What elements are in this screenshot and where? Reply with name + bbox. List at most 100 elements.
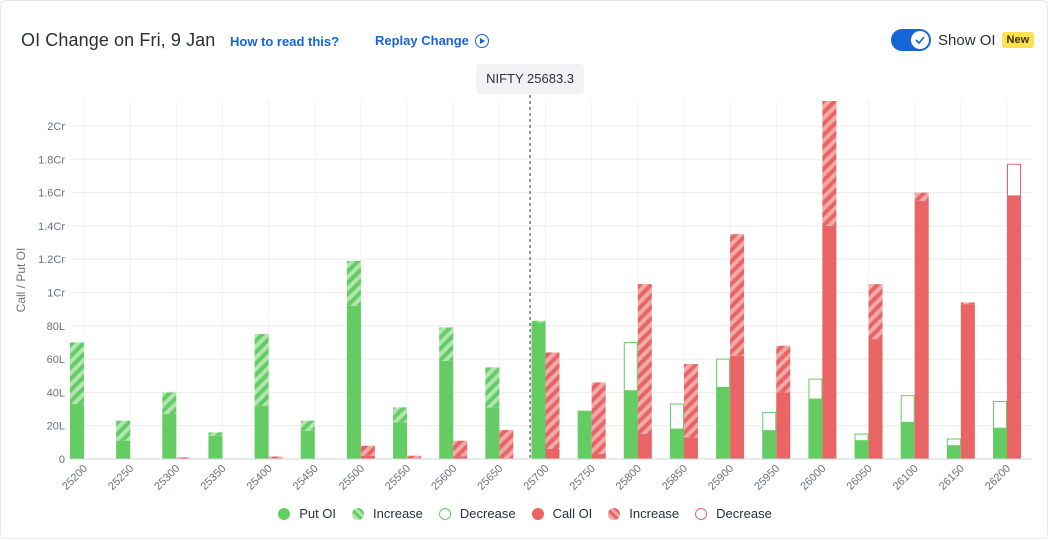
x-tick-label: 25250 — [106, 463, 136, 493]
y-tick-label: 1.8Cr — [38, 154, 65, 166]
legend-item[interactable]: Increase — [352, 506, 423, 521]
call-oi-bar — [776, 392, 791, 459]
put-increase-bar — [346, 260, 361, 306]
show-oi-control: Show OI New — [891, 29, 1035, 51]
put-oi-bar — [716, 387, 731, 459]
put-increase-bar — [531, 320, 546, 323]
call-increase-bar — [360, 445, 375, 456]
y-tick-label: 1.4Cr — [38, 221, 65, 233]
show-oi-toggle[interactable] — [891, 29, 931, 51]
put-decrease-bar — [854, 433, 869, 442]
x-tick-label: 25750 — [568, 463, 598, 493]
put-oi-bar — [346, 305, 361, 459]
put-oi-bar — [808, 399, 823, 459]
put-oi-bar — [254, 405, 269, 459]
call-oi-bar — [545, 449, 560, 459]
call-oi-bar — [960, 304, 975, 459]
legend-item[interactable]: Call OI — [531, 506, 592, 521]
call-oi-bar — [1007, 195, 1021, 459]
call-decrease-bar — [1007, 163, 1021, 197]
call-oi-bar — [730, 355, 745, 459]
oi-change-chart: 0 20L 40L 60L 80L 1Cr 1.2Cr 1.4Cr 1.6Cr 1.8Cr 2Cr C… — [14, 64, 1031, 493]
x-tick-label: 25450 — [291, 463, 321, 493]
legend-label: Increase — [629, 506, 680, 521]
new-badge: New — [1001, 32, 1035, 48]
legend-label: Decrease — [716, 506, 772, 521]
call-increase-bar — [637, 284, 652, 435]
put-decrease-bar — [946, 438, 961, 447]
put-increase-bar — [162, 392, 177, 415]
legend-item[interactable]: Increase — [608, 506, 679, 521]
call-oi-bar — [360, 455, 375, 459]
x-tick-label: 25200 — [60, 463, 90, 493]
y-tick-label: 20L — [47, 421, 65, 433]
x-tick-label: 25500 — [337, 463, 367, 493]
call-oi-bar — [683, 437, 698, 459]
y-tick-label: 0 — [59, 454, 65, 466]
put-oi-bar — [70, 404, 84, 459]
put-oi-bar — [531, 322, 546, 459]
call-increase-bar — [822, 101, 837, 226]
x-tick-label: 25900 — [706, 463, 736, 493]
check-icon — [911, 31, 929, 49]
x-tick-label: 25700 — [522, 463, 552, 493]
legend-item[interactable]: Put OI — [278, 506, 336, 521]
call-increase-bar — [776, 345, 791, 393]
call-increase-bar — [268, 456, 283, 459]
put-oi-bar — [762, 430, 777, 459]
x-tick-label: 25350 — [198, 463, 228, 493]
x-tick-label: 25650 — [475, 463, 505, 493]
call-increase-bar — [407, 455, 422, 459]
call-increase-bar — [960, 302, 975, 305]
x-tick-label: 25550 — [383, 463, 413, 493]
call-increase-bar — [683, 364, 698, 438]
call-increase-bar — [914, 192, 929, 201]
put-oi-bar — [300, 430, 315, 459]
replay-change-label: Replay Change — [375, 33, 469, 48]
call-increase-bar — [545, 352, 560, 450]
call-increase-bar — [499, 429, 514, 459]
legend-swatch — [695, 507, 708, 520]
call-oi-bar — [453, 456, 468, 459]
spot-label: NIFTY 25683.3 — [486, 71, 574, 86]
put-oi-bar — [393, 422, 408, 459]
legend-item[interactable]: Decrease — [695, 506, 772, 521]
put-decrease-bar — [993, 401, 1007, 429]
call-increase-bar — [453, 440, 468, 457]
y-tick-label: 40L — [47, 387, 65, 399]
put-decrease-bar — [669, 403, 684, 430]
x-tick-label: 25800 — [614, 463, 644, 493]
call-oi-bar — [822, 225, 837, 459]
put-decrease-bar — [900, 395, 915, 423]
y-tick-label: 80L — [47, 321, 65, 333]
y-tick-label: 60L — [47, 354, 65, 366]
x-tick-label: 26050 — [845, 463, 875, 493]
put-decrease-bar — [716, 358, 731, 388]
put-oi-bar — [900, 422, 915, 459]
y-tick-label: 1.6Cr — [38, 188, 65, 200]
x-tick-label: 26000 — [798, 463, 828, 493]
call-increase-bar — [591, 382, 606, 455]
play-circle-icon — [474, 33, 489, 48]
call-increase-bar — [730, 234, 745, 356]
x-tick-label: 25850 — [660, 463, 690, 493]
legend-swatch — [438, 507, 451, 520]
legend-swatch — [352, 507, 365, 520]
how-to-read-link[interactable]: How to read this? — [230, 34, 340, 49]
put-increase-bar — [439, 327, 454, 361]
y-tick-label: 1Cr — [47, 287, 65, 299]
call-oi-bar — [591, 454, 606, 459]
chart-legend: Put OI Increase Decrease Call OI Increase Dec… — [1, 506, 1048, 521]
put-oi-bar — [577, 410, 592, 459]
call-increase-bar — [868, 284, 883, 340]
legend-item[interactable]: Decrease — [438, 506, 516, 521]
replay-change-button[interactable]: Replay Change — [375, 33, 489, 48]
x-tick-label: 25950 — [752, 463, 782, 493]
x-tick-label: 26150 — [937, 463, 967, 493]
legend-swatch — [278, 507, 291, 520]
x-tick-label: 25600 — [429, 463, 459, 493]
spot-label-box — [476, 64, 585, 94]
chart-title: OI Change on Fri, 9 Jan — [21, 30, 216, 50]
put-oi-bar — [485, 407, 500, 459]
